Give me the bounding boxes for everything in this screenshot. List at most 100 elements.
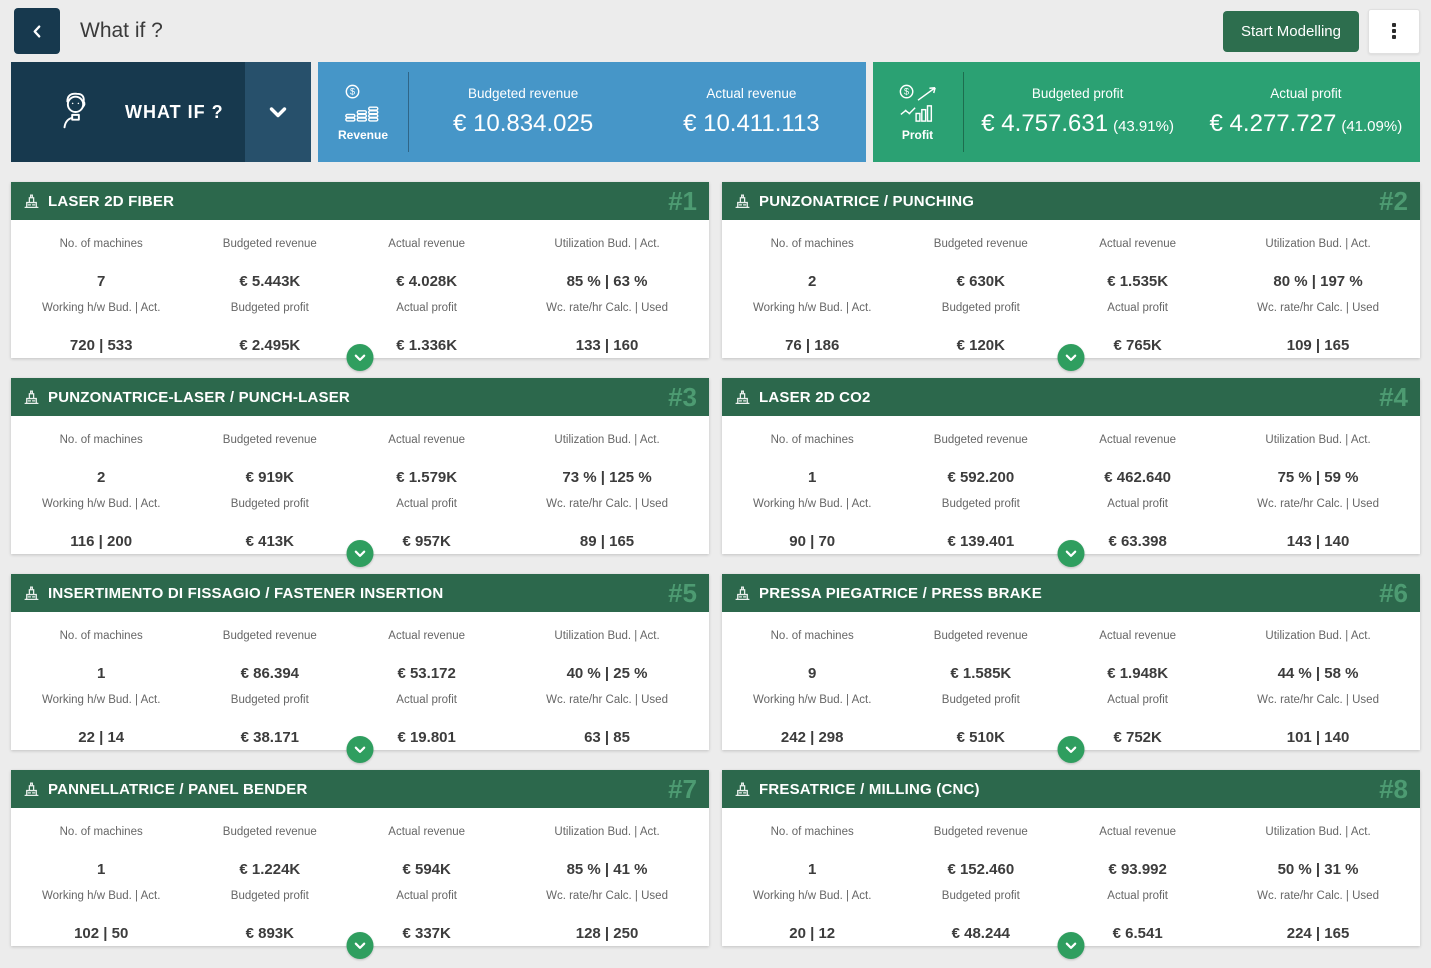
stat-budgeted-revenue: Budgeted revenue € 630K	[933, 238, 1028, 290]
expand-card-button[interactable]	[346, 736, 374, 763]
machine-card-stats: No. of machines 2 Budgeted revenue € 919…	[11, 416, 709, 550]
actual-revenue-label: Actual revenue	[706, 86, 797, 101]
fastener-insertion-machine-icon	[23, 585, 40, 602]
machine-card-number: #4	[1379, 381, 1408, 412]
machine-card-header: INSERTIMENTO DI FISSAGIO / FASTENER INSE…	[11, 574, 709, 612]
stat-budgeted-profit: Budgeted profit € 2.495K	[230, 302, 309, 354]
stat-no-of-machines: No. of machines 7	[59, 238, 143, 290]
back-button[interactable]	[14, 8, 60, 54]
stat-budgeted-profit: Budgeted profit € 48.244	[941, 890, 1020, 942]
stat-no-of-machines: No. of machines 1	[770, 434, 854, 486]
expand-card-button[interactable]	[1057, 736, 1085, 763]
machine-card-title: INSERTIMENTO DI FISSAGIO / FASTENER INSE…	[48, 584, 444, 602]
actual-revenue-value: € 10.411.113	[683, 110, 820, 137]
stat-no-of-machines: No. of machines 2	[59, 434, 143, 486]
stat-working-hours: Working h/w Bud. | Act. 76 | 186	[752, 302, 872, 354]
machine-card-header: PUNZONATRICE-LASER / PUNCH-LASER #3	[11, 378, 709, 416]
stat-utilization: Utilization Bud. | Act. 50 % | 31 %	[1265, 826, 1371, 878]
stat-actual-profit: Actual profit € 957K	[396, 498, 458, 550]
milling-cnc-machine-icon	[734, 781, 751, 798]
stat-actual-revenue: Actual revenue € 1.948K	[1099, 630, 1177, 682]
stat-utilization: Utilization Bud. | Act. 40 % | 25 %	[554, 630, 660, 682]
svg-text:$: $	[904, 86, 909, 96]
chevron-down-icon	[354, 549, 367, 559]
stat-wc-rate: Wc. rate/hr Calc. | Used 109 | 165	[1257, 302, 1379, 354]
stat-actual-revenue: Actual revenue € 1.535K	[1099, 238, 1177, 290]
stat-working-hours: Working h/w Bud. | Act. 242 | 298	[752, 694, 872, 746]
top-bar: What if ? Start Modelling	[0, 0, 1431, 62]
kpi-divider	[962, 72, 964, 152]
stat-budgeted-profit: Budgeted profit € 413K	[230, 498, 309, 550]
actual-profit-percent: (41.09%)	[1341, 118, 1403, 135]
stat-budgeted-revenue: Budgeted revenue € 152.460	[933, 826, 1028, 878]
machine-card-number: #2	[1379, 185, 1408, 216]
punch-laser-machine-icon	[23, 389, 40, 406]
machine-card-header: LASER 2D CO2 #4	[722, 378, 1420, 416]
panel-bender-machine-icon	[23, 781, 40, 798]
stat-wc-rate: Wc. rate/hr Calc. | Used 63 | 85	[546, 694, 668, 746]
stat-actual-profit: Actual profit € 1.336K	[396, 302, 458, 354]
start-modelling-button[interactable]: Start Modelling	[1222, 10, 1359, 52]
expand-card-button[interactable]	[1057, 540, 1085, 567]
stat-budgeted-revenue: Budgeted revenue € 1.224K	[222, 826, 317, 878]
stat-actual-revenue: Actual revenue € 1.579K	[388, 434, 466, 486]
machine-card-number: #6	[1379, 577, 1408, 608]
machine-card: PUNZONATRICE / PUNCHING #2 No. of machin…	[722, 182, 1420, 371]
stat-wc-rate: Wc. rate/hr Calc. | Used 89 | 165	[546, 498, 668, 550]
stat-actual-profit: Actual profit € 337K	[396, 890, 458, 942]
stat-working-hours: Working h/w Bud. | Act. 20 | 12	[752, 890, 872, 942]
stat-no-of-machines: No. of machines 9	[770, 630, 854, 682]
stat-working-hours: Working h/w Bud. | Act. 90 | 70	[752, 498, 872, 550]
profit-icon-block: $ Profit	[873, 62, 963, 162]
chevron-down-icon	[266, 100, 290, 124]
machine-card-number: #7	[668, 773, 697, 804]
kebab-menu-icon	[1392, 23, 1396, 27]
machine-card: PUNZONATRICE-LASER / PUNCH-LASER #3 No. …	[11, 378, 709, 567]
expand-card-button[interactable]	[1057, 344, 1085, 371]
expand-card-button[interactable]	[346, 344, 374, 371]
machine-card: INSERTIMENTO DI FISSAGIO / FASTENER INSE…	[11, 574, 709, 763]
stat-utilization: Utilization Bud. | Act. 75 % | 59 %	[1265, 434, 1371, 486]
stat-budgeted-profit: Budgeted profit € 139.401	[941, 498, 1020, 550]
expand-card-button[interactable]	[1057, 932, 1085, 959]
whatif-panel-title: WHAT IF ?	[125, 101, 224, 122]
machine-card: LASER 2D FIBER #1 No. of machines 7 Budg…	[11, 182, 709, 371]
profit-chart-icon: $	[897, 83, 939, 123]
stat-actual-revenue: Actual revenue € 93.992	[1099, 826, 1177, 878]
kpi-row: WHAT IF ? $ Revenue Budgeted revenue	[11, 62, 1420, 162]
svg-text:$: $	[350, 86, 355, 96]
stat-no-of-machines: No. of machines 1	[59, 826, 143, 878]
press-brake-machine-icon	[734, 585, 751, 602]
machine-card-stats: No. of machines 7 Budgeted revenue € 5.4…	[11, 220, 709, 354]
stat-working-hours: Working h/w Bud. | Act. 720 | 533	[41, 302, 161, 354]
expand-card-button[interactable]	[346, 540, 374, 567]
stat-actual-revenue: Actual revenue € 462.640	[1099, 434, 1177, 486]
stat-budgeted-revenue: Budgeted revenue € 1.585K	[933, 630, 1028, 682]
stat-actual-revenue: Actual revenue € 4.028K	[388, 238, 466, 290]
revenue-icon-block: $ Revenue	[318, 62, 408, 162]
page-title: What if ?	[80, 19, 163, 42]
stat-wc-rate: Wc. rate/hr Calc. | Used 128 | 250	[546, 890, 668, 942]
budgeted-revenue-label: Budgeted revenue	[467, 86, 579, 101]
kebab-menu-button[interactable]	[1368, 8, 1420, 54]
stat-budgeted-profit: Budgeted profit € 893K	[230, 890, 309, 942]
stat-no-of-machines: No. of machines 1	[59, 630, 143, 682]
stat-wc-rate: Wc. rate/hr Calc. | Used 224 | 165	[1257, 890, 1379, 942]
stat-wc-rate: Wc. rate/hr Calc. | Used 101 | 140	[1257, 694, 1379, 746]
machine-card-stats: No. of machines 2 Budgeted revenue € 630…	[722, 220, 1420, 354]
machine-card-stats: No. of machines 1 Budgeted revenue € 1.2…	[11, 808, 709, 942]
chevron-down-icon	[354, 353, 367, 363]
machine-card-header: LASER 2D FIBER #1	[11, 182, 709, 220]
expand-card-button[interactable]	[346, 932, 374, 959]
budgeted-revenue-block: Budgeted revenue € 10.834.025	[409, 62, 637, 162]
whatif-caret-section[interactable]	[245, 62, 311, 162]
machine-card-stats: No. of machines 1 Budgeted revenue € 152…	[722, 808, 1420, 942]
machine-card-title: LASER 2D FIBER	[48, 192, 175, 210]
machine-card-header: PUNZONATRICE / PUNCHING #2	[722, 182, 1420, 220]
stat-actual-revenue: Actual revenue € 53.172	[388, 630, 466, 682]
whatif-dropdown-panel[interactable]: WHAT IF ?	[11, 62, 311, 162]
revenue-panel-label: Revenue	[337, 127, 389, 142]
stat-budgeted-profit: Budgeted profit € 38.171	[230, 694, 309, 746]
machine-card: FRESATRICE / MILLING (CNC) #8 No. of mac…	[722, 770, 1420, 959]
stat-budgeted-revenue: Budgeted revenue € 592.200	[933, 434, 1028, 486]
